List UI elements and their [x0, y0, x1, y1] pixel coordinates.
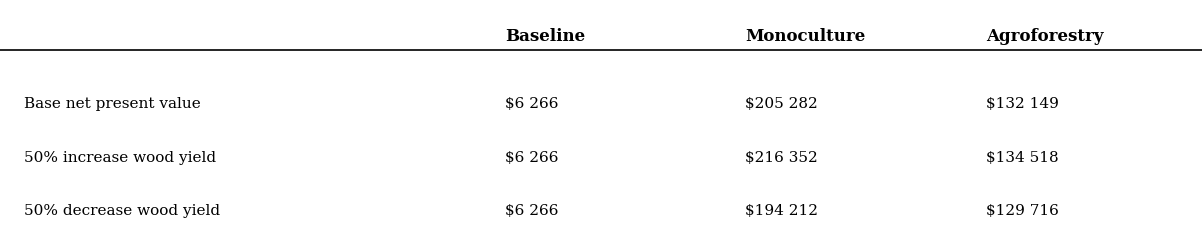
Text: $6 266: $6 266 — [505, 203, 559, 217]
Text: $6 266: $6 266 — [505, 150, 559, 164]
Text: $132 149: $132 149 — [986, 97, 1059, 111]
Text: Agroforestry: Agroforestry — [986, 28, 1103, 45]
Text: $134 518: $134 518 — [986, 150, 1058, 164]
Text: $129 716: $129 716 — [986, 203, 1059, 217]
Text: $205 282: $205 282 — [745, 97, 819, 111]
Text: Base net present value: Base net present value — [24, 97, 201, 111]
Text: Monoculture: Monoculture — [745, 28, 865, 45]
Text: $6 266: $6 266 — [505, 97, 559, 111]
Text: $216 352: $216 352 — [745, 150, 819, 164]
Text: $194 212: $194 212 — [745, 203, 819, 217]
Text: 50% increase wood yield: 50% increase wood yield — [24, 150, 216, 164]
Text: 50% decrease wood yield: 50% decrease wood yield — [24, 203, 220, 217]
Text: Baseline: Baseline — [505, 28, 585, 45]
